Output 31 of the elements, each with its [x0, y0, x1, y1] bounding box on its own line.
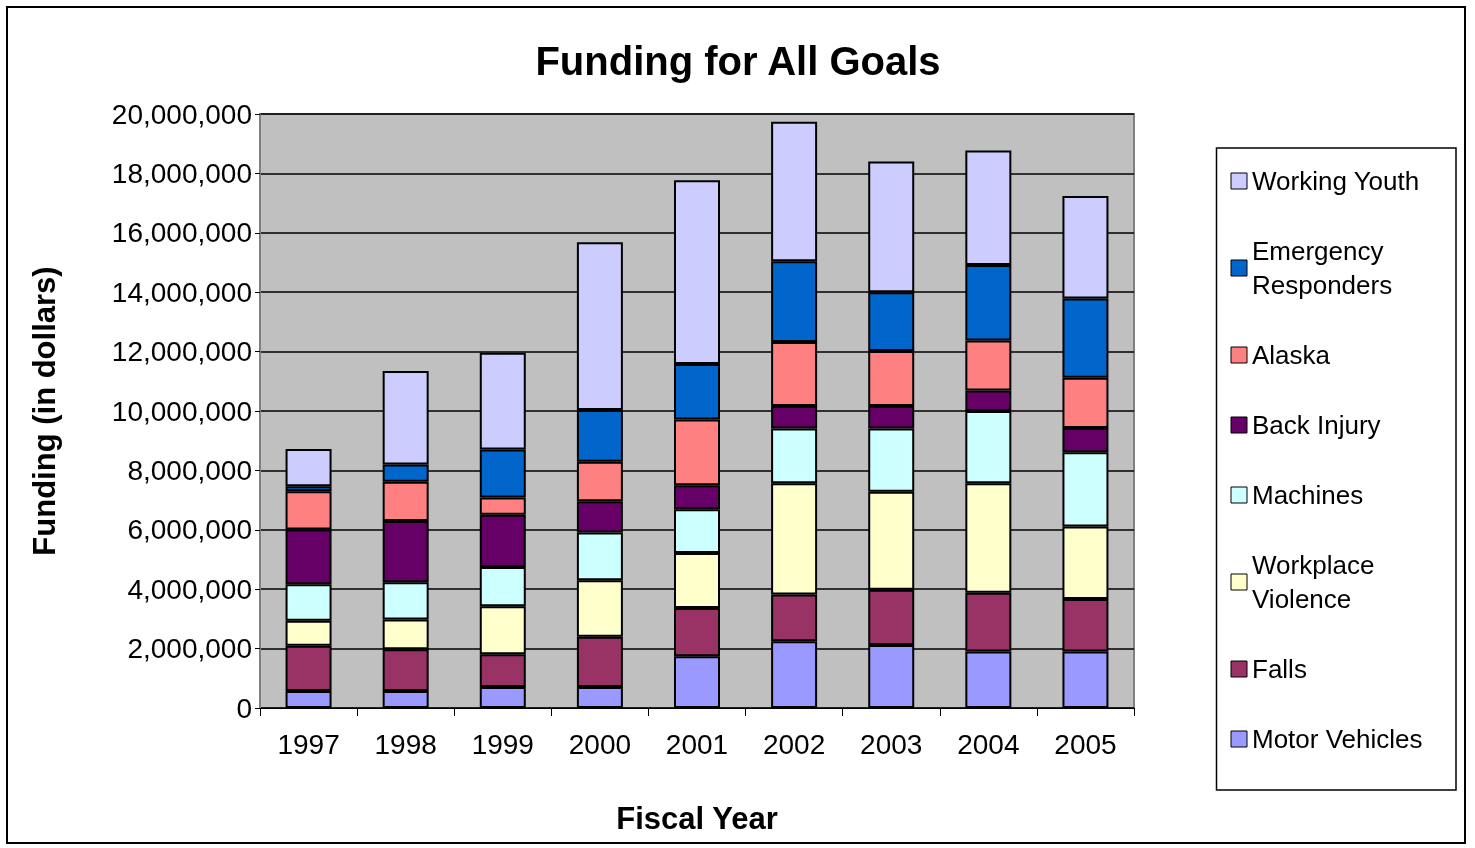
y-tick-label: 2,000,000 [127, 633, 252, 665]
y-tick-label: 18,000,000 [111, 157, 252, 189]
y-tick-label: 12,000,000 [111, 336, 252, 368]
x-tick-label: 2004 [957, 728, 1020, 760]
legend-label: Falls [1252, 654, 1307, 684]
y-tick-label: 20,000,000 [111, 98, 252, 130]
legend-label: Motor Vehicles [1252, 724, 1423, 754]
x-tick-label: 2002 [762, 728, 826, 760]
y-tick-label: 4,000,000 [127, 573, 252, 605]
x-tick-label: 1998 [374, 728, 437, 760]
legend-label: Emergency Responders [1252, 236, 1393, 300]
y-tick-label: 10,000,000 [111, 395, 252, 427]
y-tick-label: 16,000,000 [111, 217, 252, 249]
y-tick-label: 14,000,000 [111, 276, 252, 308]
legend-label: Machines [1252, 480, 1364, 510]
y-tick-label: 0 [236, 692, 252, 724]
x-axis-title: Fiscal Year [616, 801, 778, 836]
legend-label: Back Injury [1252, 410, 1381, 440]
legend-label: Working Youth [1252, 166, 1420, 196]
x-tick-label: 1999 [471, 728, 534, 760]
x-tick-label: 1997 [277, 728, 340, 760]
legend-label: Workplace Violence [1252, 550, 1382, 614]
x-tick-label: 2003 [860, 728, 923, 760]
chart-title: Funding for All Goals [535, 39, 941, 83]
x-tick-label: 2000 [568, 728, 632, 760]
x-tick-label: 2001 [665, 728, 729, 760]
x-tick-label: 2005 [1054, 728, 1117, 760]
y-tick-label: 8,000,000 [127, 454, 252, 486]
y-axis-title: Funding (in dollars) [27, 266, 62, 556]
y-tick-label: 6,000,000 [127, 514, 252, 546]
legend-label: Alaska [1252, 340, 1331, 370]
